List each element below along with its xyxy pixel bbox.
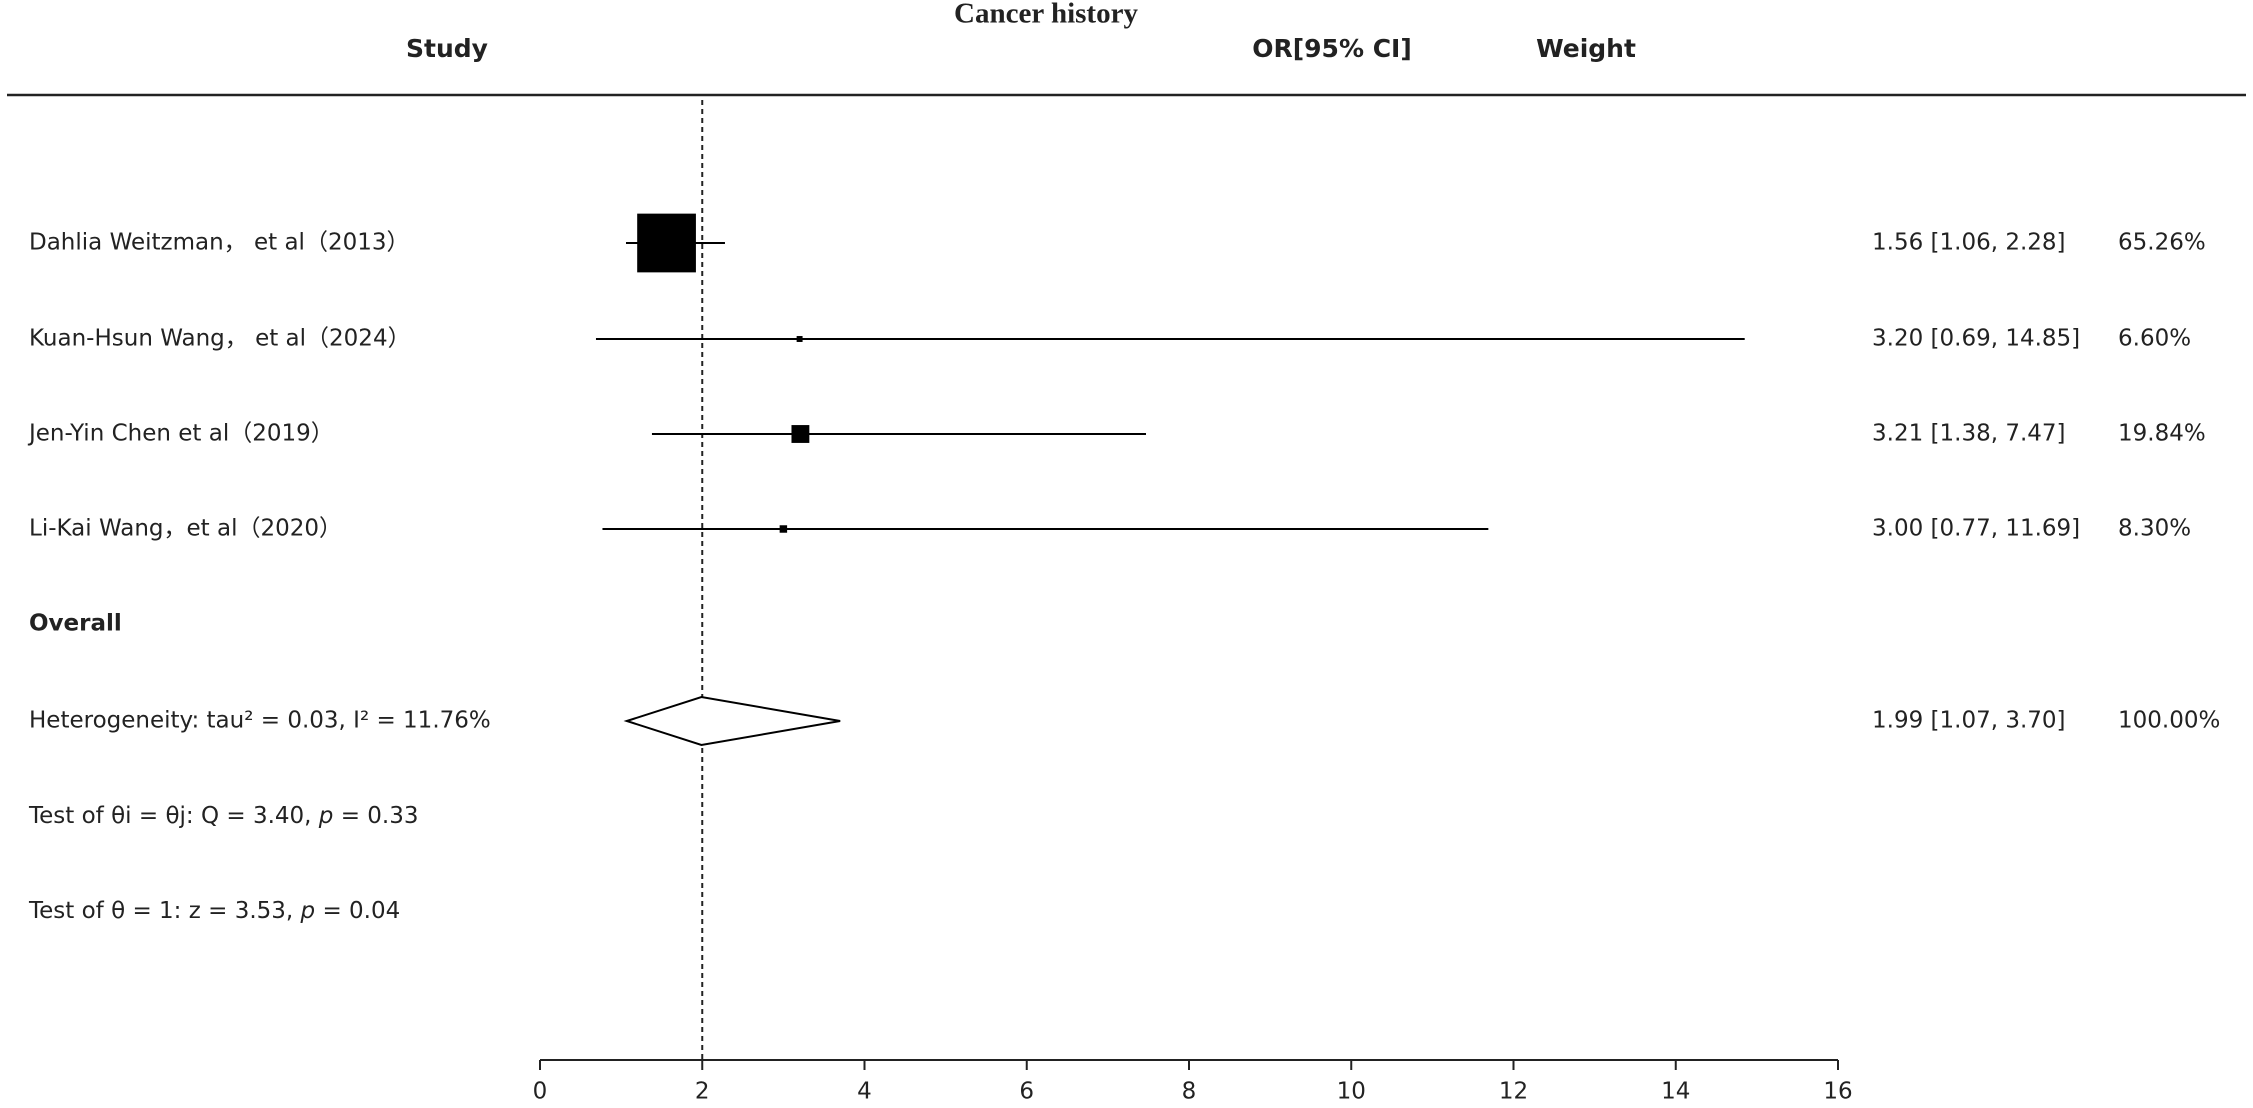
effect-box xyxy=(796,336,803,342)
effect-box xyxy=(779,525,788,533)
ci-label: 3.21 [1.38, 7.47] xyxy=(1872,421,2066,447)
test-text: = 0.04 xyxy=(315,898,400,924)
test-statistic: Test of θi = θj: Q = 3.40, p = 0.33 xyxy=(28,803,419,829)
x-tick-label: 12 xyxy=(1499,1079,1528,1105)
heterogeneity: Heterogeneity: tau² = 0.03, I² = 11.76% xyxy=(29,708,491,734)
x-tick-label: 14 xyxy=(1661,1079,1690,1105)
ci-label: 3.20 [0.69, 14.85] xyxy=(1872,326,2080,352)
x-tick-label: 16 xyxy=(1823,1079,1852,1105)
weight-label: 100.00% xyxy=(2118,708,2220,734)
weight-label: 19.84% xyxy=(2118,421,2206,447)
chart-title: Cancer history xyxy=(954,0,1138,30)
x-tick-label: 10 xyxy=(1337,1079,1366,1105)
study-name: Dahlia Weitzman， et al（2013） xyxy=(29,230,409,256)
weight-label: 6.60% xyxy=(2118,326,2191,352)
x-tick-label: 8 xyxy=(1182,1079,1197,1105)
study-name: Jen-Yin Chen et al（2019） xyxy=(27,421,334,447)
study-name: Li-Kai Wang，et al（2020） xyxy=(29,516,342,542)
study-name: Kuan-Hsun Wang， et al（2024） xyxy=(29,326,411,352)
column-header: Weight xyxy=(1536,34,1636,63)
weight-label: 8.30% xyxy=(2118,516,2191,542)
x-tick-label: 4 xyxy=(857,1079,872,1105)
ci-label: 3.00 [0.77, 11.69] xyxy=(1872,516,2080,542)
weight-label: 65.26% xyxy=(2118,230,2206,256)
column-header: OR[95% CI] xyxy=(1252,34,1412,63)
ci-label: 1.99 [1.07, 3.70] xyxy=(1872,708,2066,734)
test-text: Test of θ = 1: z = 3.53, xyxy=(28,898,301,924)
ci-label: 1.56 [1.06, 2.28] xyxy=(1872,230,2066,256)
overall-label: Overall xyxy=(29,611,122,637)
column-header: Study xyxy=(406,34,488,63)
test-text: p xyxy=(300,898,316,924)
overall-diamond xyxy=(623,695,841,747)
x-tick-label: 0 xyxy=(533,1079,548,1105)
test-statistic: Test of θ = 1: z = 3.53, p = 0.04 xyxy=(28,898,400,924)
test-text: = 0.33 xyxy=(333,803,418,829)
x-tick-label: 2 xyxy=(695,1079,710,1105)
test-text: Test of θi = θj: Q = 3.40, xyxy=(28,803,319,829)
effect-box xyxy=(637,213,696,273)
x-tick-label: 6 xyxy=(1019,1079,1034,1105)
test-text: p xyxy=(318,803,334,829)
effect-box xyxy=(791,425,810,443)
